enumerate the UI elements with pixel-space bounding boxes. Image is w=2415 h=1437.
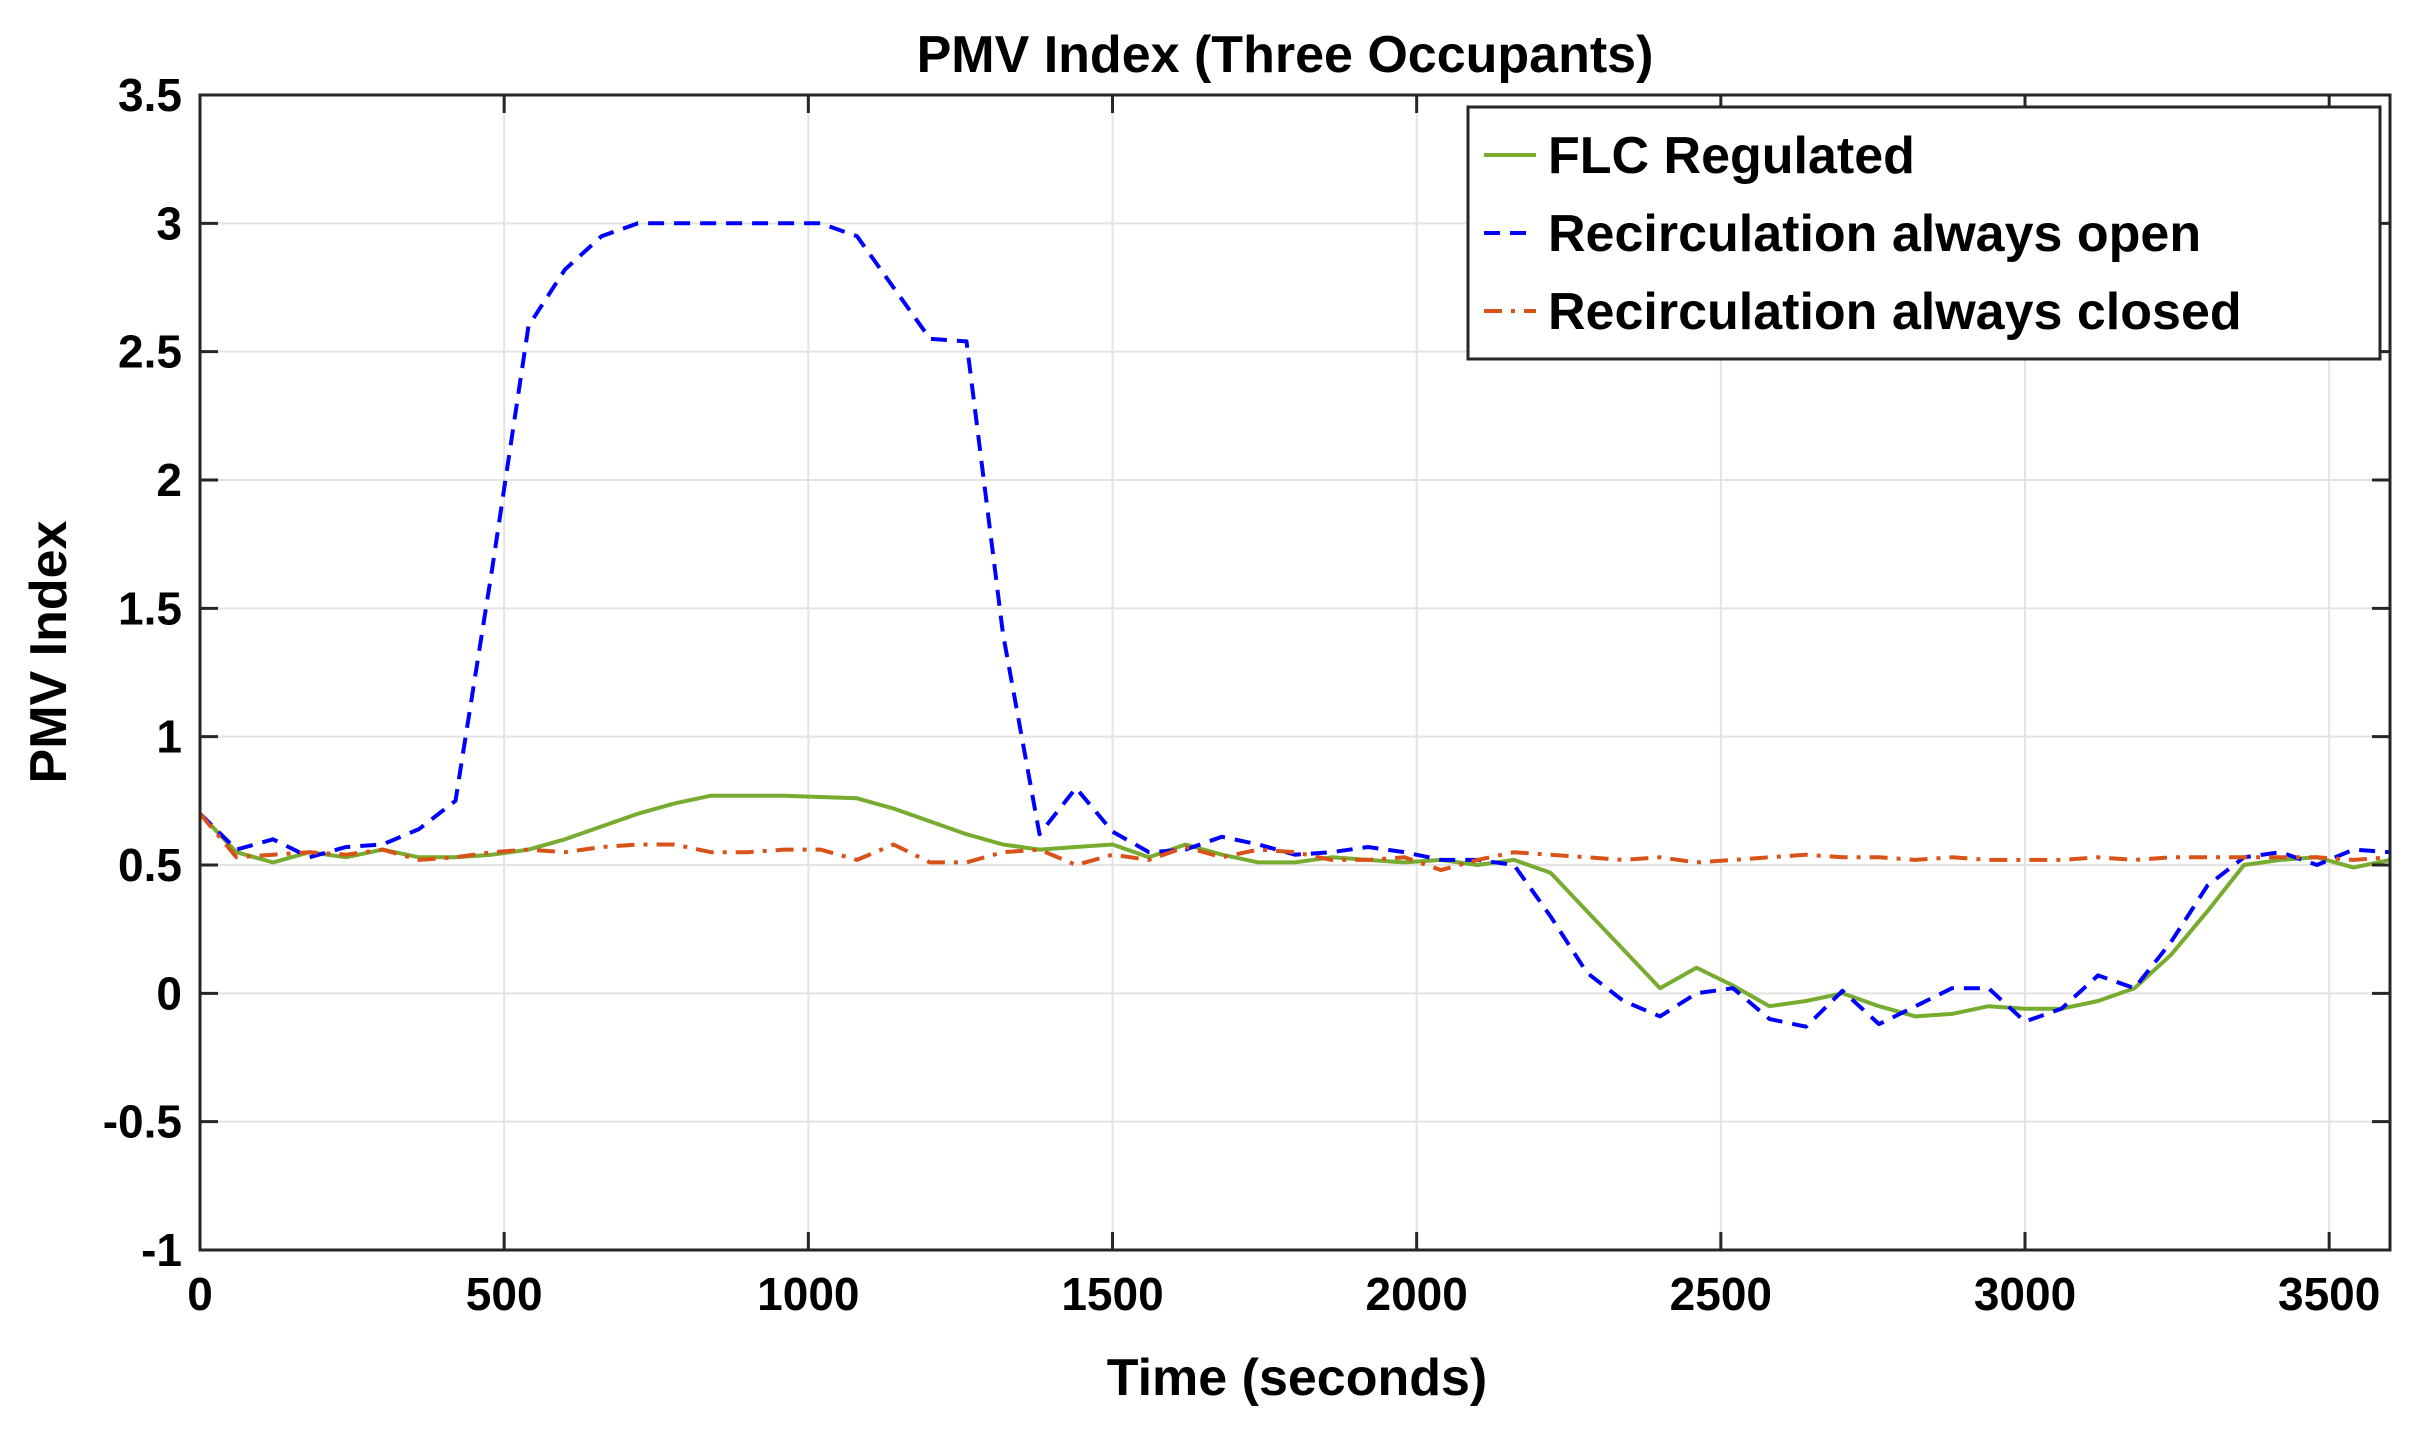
y-tick-label: 3.5 xyxy=(118,69,182,121)
y-tick-label: 0.5 xyxy=(118,839,182,891)
y-axis-title: PMV Index xyxy=(20,520,78,783)
axis-ticks: 0 500 1000 1500 2000 2500 3000 3500 -1 -0.5 0 0.5 1 1… xyxy=(103,69,2390,1320)
y-tick-label: 1 xyxy=(156,711,182,763)
y-tick-label: -0.5 xyxy=(103,1096,182,1148)
legend-label-recirculation-always-open: Recirculation always open xyxy=(1548,205,2201,263)
x-tick-label: 2500 xyxy=(1670,1268,1772,1320)
legend: FLC Regulated Recirculation always open Re… xyxy=(1466,105,2382,361)
legend-label-recirculation-always-closed: Recirculation always closed xyxy=(1548,283,2242,341)
x-axis-title: Time (seconds) xyxy=(1107,1349,1487,1407)
x-tick-label: 0 xyxy=(187,1268,213,1320)
y-tick-label: 3 xyxy=(156,197,182,249)
chart-title: PMV Index (Three Occupants) xyxy=(917,26,1654,84)
plot-frame xyxy=(198,93,2392,1252)
series-line-recirculation-always-open xyxy=(198,221,2391,1029)
series-line-flc-regulated xyxy=(198,793,2391,1019)
x-tick-label: 3500 xyxy=(2278,1268,2380,1320)
x-tick-label: 1000 xyxy=(757,1268,859,1320)
legend-box xyxy=(1466,105,2382,361)
x-tick-label: 3000 xyxy=(1974,1268,2076,1320)
y-tick-label: 2.5 xyxy=(118,326,182,378)
y-tick-label: 1.5 xyxy=(118,582,182,634)
x-tick-label: 1500 xyxy=(1061,1268,1163,1320)
x-tick-label: 500 xyxy=(466,1268,543,1320)
series-line-recirculation-always-closed xyxy=(198,812,2391,873)
y-tick-label: 2 xyxy=(156,454,182,506)
y-tick-label: 0 xyxy=(156,967,182,1019)
x-tick-label: 2000 xyxy=(1365,1268,1467,1320)
y-tick-label: -1 xyxy=(141,1224,182,1276)
series-lines xyxy=(198,221,2391,1029)
legend-label-flc-regulated: FLC Regulated xyxy=(1548,127,1915,185)
